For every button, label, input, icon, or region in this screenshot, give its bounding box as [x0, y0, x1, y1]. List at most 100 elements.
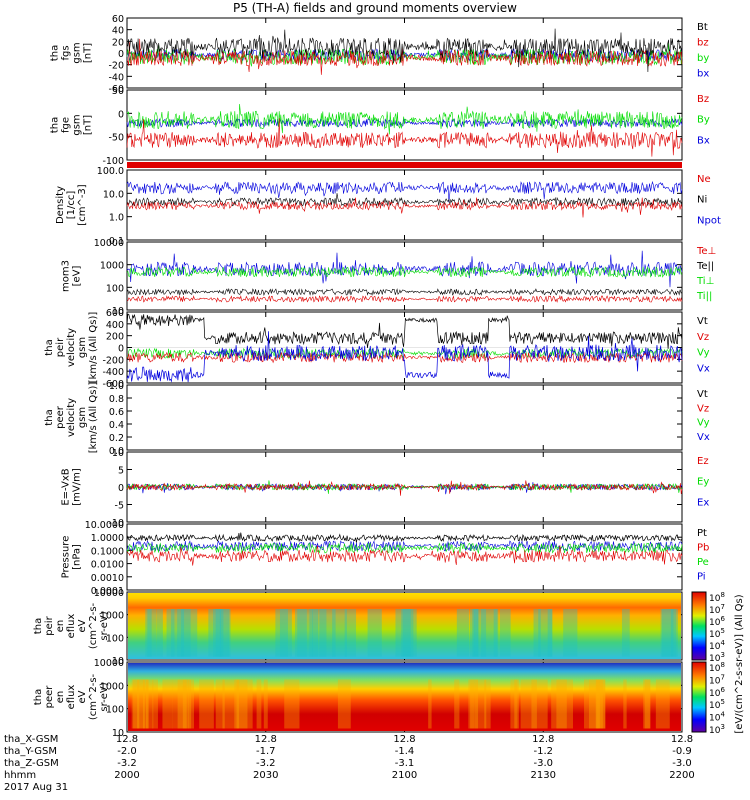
spectrogram-burst [337, 679, 351, 729]
y-axis-label: thafgegsm[nT] [50, 114, 94, 135]
y-axis-label-line: gsm [77, 407, 88, 428]
footer-y-gsm: -1.4 [395, 746, 415, 757]
y-axis-label-line: velocity [66, 398, 77, 437]
y-axis-label-line: eV [77, 690, 88, 703]
gap-bar [127, 162, 682, 168]
chart-title: P5 (TH-A) fields and ground moments over… [233, 1, 517, 15]
y-tick-label: 10000 [94, 588, 124, 599]
spectrogram-burst [670, 609, 677, 657]
colorbar-tick-label: 106 [709, 686, 725, 699]
legend-Ti⊥: Ti⊥ [696, 276, 714, 287]
y-axis-label-line: [1/cc] [66, 191, 77, 220]
y-tick-label: 1000 [100, 261, 124, 272]
spectrogram-burst [234, 679, 248, 729]
spectrogram-burst [595, 679, 606, 729]
y-axis-label: Pressure[nPa] [61, 536, 83, 579]
legend-Bz: Bz [697, 94, 709, 105]
y-axis-label-line: velocity [66, 328, 77, 367]
footer-x-gsm: 12.8 [393, 734, 415, 745]
y-axis-label-line: [km/s (All Qs)] [88, 312, 99, 384]
footer-x-gsm: 12.8 [671, 734, 693, 745]
spectrogram-burst [133, 679, 140, 729]
footer-x-gsm: 12.8 [532, 734, 554, 745]
colorbar-tick-label: 103 [709, 723, 725, 736]
footer-y-gsm: -0.9 [672, 746, 692, 757]
spectrogram-burst [499, 609, 511, 657]
spectrogram-burst [279, 609, 292, 657]
spectrogram-burst [208, 609, 224, 657]
y-axis-label-line: eflux [66, 685, 77, 710]
y-tick-label: 0 [118, 49, 124, 60]
y-tick-label: 1.0 [109, 381, 124, 392]
y-axis-label-line: peir [44, 615, 55, 635]
spectrogram-burst [146, 679, 154, 729]
legend-Ez: Ez [697, 456, 709, 467]
legend-Bx: Bx [697, 135, 710, 146]
spectrogram-burst [215, 609, 230, 657]
spectrogram-burst [584, 679, 600, 729]
y-axis-label-line: gsm [72, 42, 83, 63]
footer-y-gsm: -1.2 [533, 746, 553, 757]
footer-row-label: tha_Z-GSM [4, 758, 59, 769]
legend-Ni: Ni [697, 195, 707, 206]
spectrogram-burst [177, 679, 192, 729]
spectrogram-burst [309, 609, 319, 657]
y-tick-label: 10 [112, 656, 124, 667]
y-tick-label: 1.0 [109, 213, 124, 224]
panel-peer_spectrogram: 10000100010010thapeerenefluxeV(cm^2-s-sr… [33, 658, 683, 739]
y-axis-label-line: (cm^2-s- [88, 602, 99, 649]
legend-Ex: Ex [697, 497, 709, 508]
y-tick-label: 5 [118, 466, 124, 477]
y-tick-label: 0.4 [109, 420, 124, 431]
y-tick-label: 0 [118, 344, 124, 355]
y-tick-label: 0.0010 [91, 573, 124, 584]
spectrogram-burst [137, 679, 145, 729]
y-tick-label: -100 [102, 156, 124, 167]
spectrogram-burst [219, 609, 231, 657]
spectrogram-burst [643, 679, 650, 729]
spectrogram-burst [275, 609, 288, 657]
y-axis-label-line: [nT] [83, 115, 94, 135]
y-tick-label: 0.0 [109, 446, 124, 457]
panel-fge_gsm: 50 0 -50 -100 thafgegsm[nT] Bz By Bx [50, 86, 710, 167]
y-tick-label: 10.0000 [85, 520, 124, 531]
spectrogram-burst [473, 609, 487, 657]
y-tick-label: -600 [102, 379, 124, 390]
y-axis-label-line: [km/s (All Qs)] [88, 382, 99, 454]
y-tick-label: 100 [106, 633, 124, 644]
y-tick-label: 10000 [94, 238, 124, 249]
y-tick-label: 0.8 [109, 394, 124, 405]
legend-Ti||: Ti|| [696, 291, 712, 302]
spectrogram-burst [199, 679, 214, 729]
spectrogram-burst [295, 609, 307, 657]
spectrogram-burst [152, 679, 158, 729]
footer-time: 2000 [114, 770, 139, 781]
spectrogram-burst [474, 679, 479, 729]
footer-z-gsm: -3.2 [256, 758, 276, 769]
legend-bx: bx [697, 69, 709, 80]
spectrogram-burst [401, 609, 417, 657]
panel-peir_spectrogram: 10000100010010thapeirenefluxeV(cm^2-s-sr… [33, 588, 683, 667]
y-tick-label: -400 [102, 367, 124, 378]
footer-row-label: 2017 Aug 31 [4, 782, 68, 793]
spectrogram-burst [162, 679, 173, 729]
y-tick-label: -60 [108, 84, 124, 95]
y-axis-label-line: en [55, 691, 66, 704]
spectrogram-burst [172, 679, 189, 729]
y-axis-label-line: (cm^2-s- [88, 673, 99, 720]
y-axis-label: E=-VxB[mV/m] [61, 468, 83, 506]
panel-peer_velocity: 1.0 0.8 0.6 0.4 0.2 0.0 thapeervelocitygsm[km/… [44, 381, 710, 457]
y-axis-label-line: tha [33, 618, 44, 634]
spectrogram-burst [402, 609, 414, 657]
spectrogram-burst [312, 609, 327, 657]
spectrogram-burst [596, 679, 603, 729]
y-axis-label-line: tha [44, 409, 55, 425]
legend-Vy: Vy [697, 418, 710, 429]
spectrogram-burst [563, 609, 578, 657]
spectrogram-burst [473, 609, 479, 657]
y-axis-label-line: [cm^-3] [77, 184, 88, 225]
spectrogram-burst [661, 609, 678, 657]
colorbar [691, 661, 707, 733]
spectrogram-burst [213, 609, 222, 657]
